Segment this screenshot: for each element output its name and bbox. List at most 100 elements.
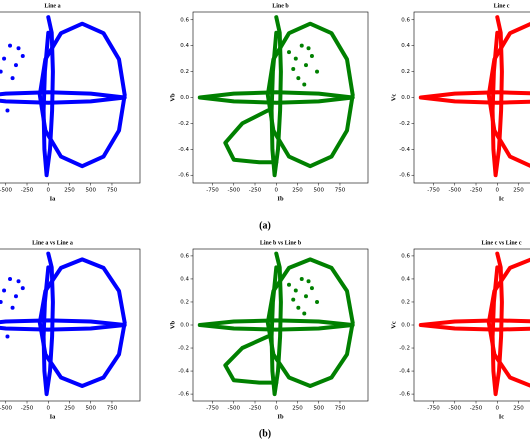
data-point xyxy=(10,305,15,310)
data-point xyxy=(315,69,320,74)
data-point xyxy=(299,43,304,48)
y-tick-label: -0.4 xyxy=(399,369,410,375)
data-curve xyxy=(265,21,355,169)
x-axis-label: Ib xyxy=(277,195,284,202)
x-axis-label: Ic xyxy=(499,413,505,420)
data-point xyxy=(10,76,15,81)
x-tick-label: -250 xyxy=(249,406,262,412)
x-tick-label: 250 xyxy=(292,406,303,412)
y-tick-label: -0.4 xyxy=(178,369,189,375)
data-point xyxy=(293,56,298,61)
x-tick-label: -500 xyxy=(228,188,241,194)
x-tick-label: -250 xyxy=(21,188,34,194)
data-point xyxy=(296,305,301,310)
y-tick-label: 0.2 xyxy=(180,69,189,75)
data-point xyxy=(8,276,13,281)
data-curve xyxy=(223,334,279,385)
y-tick-label: 0.0 xyxy=(180,323,189,329)
data-curve xyxy=(486,257,530,388)
x-tick-label: 750 xyxy=(107,406,118,412)
x-tick-label: 250 xyxy=(64,406,75,412)
x-tick-label: -750 xyxy=(427,188,440,194)
data-curve xyxy=(418,318,530,332)
x-tick-label: 750 xyxy=(107,188,118,194)
data-point xyxy=(13,294,18,299)
caption: (a) xyxy=(259,220,271,231)
y-tick-label: -0.4 xyxy=(399,147,410,153)
data-point xyxy=(286,282,291,287)
data-point xyxy=(293,288,298,293)
data-point xyxy=(303,294,308,299)
y-axis-label: Vc xyxy=(390,94,397,102)
data-curve xyxy=(486,22,530,168)
data-point xyxy=(16,46,21,51)
x-tick-label: 0 xyxy=(47,188,51,194)
data-point xyxy=(315,299,320,304)
subplot: -750-500-2500250500750-0.6-0.4-0.20.00.2… xyxy=(0,3,141,202)
x-tick-label: -250 xyxy=(470,188,483,194)
y-tick-label: 0.4 xyxy=(180,43,189,49)
x-tick-label: -500 xyxy=(0,406,13,412)
y-tick-label: 0.6 xyxy=(401,17,410,23)
x-tick-label: 0 xyxy=(275,406,279,412)
subplot: -750-500-2500250500750-0.6-0.4-0.20.00.2… xyxy=(390,3,530,202)
x-tick-label: -500 xyxy=(449,406,462,412)
x-tick-label: -250 xyxy=(21,406,34,412)
data-curve xyxy=(37,21,127,169)
y-tick-label: -0.2 xyxy=(399,346,410,352)
x-axis-label: Ia xyxy=(50,195,57,202)
x-tick-label: -250 xyxy=(249,188,262,194)
data-point xyxy=(291,67,296,71)
y-tick-label: -0.6 xyxy=(178,392,189,398)
subplot-title: Line b xyxy=(272,3,289,9)
x-tick-label: 500 xyxy=(85,188,96,194)
y-tick-label: 0.0 xyxy=(401,95,410,101)
x-tick-label: 250 xyxy=(513,406,524,412)
y-axis-label: Vb xyxy=(169,93,176,102)
data-point xyxy=(306,279,311,284)
x-tick-label: -500 xyxy=(0,188,13,194)
x-tick-label: -250 xyxy=(470,406,483,412)
data-curve xyxy=(418,90,530,105)
data-point xyxy=(20,286,25,291)
y-tick-label: 0.6 xyxy=(180,17,189,23)
y-tick-label: -0.2 xyxy=(399,121,410,127)
y-tick-label: 0.6 xyxy=(401,253,410,259)
x-tick-label: -750 xyxy=(206,188,219,194)
data-point xyxy=(309,286,314,291)
x-tick-label: 500 xyxy=(313,406,324,412)
data-point xyxy=(20,54,25,59)
y-tick-label: 0.4 xyxy=(401,43,410,49)
y-tick-label: 0.4 xyxy=(401,276,410,282)
data-point xyxy=(0,69,3,74)
caption: (b) xyxy=(259,428,271,439)
subplot-title: Line a xyxy=(44,3,60,9)
y-tick-label: 0.4 xyxy=(180,276,189,282)
x-tick-label: 250 xyxy=(64,188,75,194)
subplot-title: Line c vs Line c xyxy=(482,240,522,246)
data-point xyxy=(13,63,18,68)
data-point xyxy=(309,54,314,59)
y-tick-label: 0.0 xyxy=(180,95,189,101)
x-tick-label: 0 xyxy=(496,406,500,412)
y-axis-label: Vc xyxy=(390,321,397,329)
data-point xyxy=(302,82,307,87)
data-point xyxy=(299,276,304,281)
data-point xyxy=(0,299,3,304)
x-tick-label: -750 xyxy=(427,406,440,412)
x-tick-label: 500 xyxy=(313,188,324,194)
x-tick-label: 0 xyxy=(496,188,500,194)
data-curve xyxy=(265,257,355,388)
y-tick-label: -0.2 xyxy=(178,346,189,352)
x-axis-label: Ic xyxy=(499,195,505,202)
x-tick-label: 250 xyxy=(292,188,303,194)
subplot: -750-500-2500250500750-0.6-0.4-0.20.00.2… xyxy=(390,240,530,420)
x-tick-label: 750 xyxy=(335,406,346,412)
x-tick-label: 250 xyxy=(513,188,524,194)
data-point xyxy=(302,311,307,316)
y-tick-label: 0.6 xyxy=(180,253,189,259)
data-point xyxy=(306,46,311,51)
